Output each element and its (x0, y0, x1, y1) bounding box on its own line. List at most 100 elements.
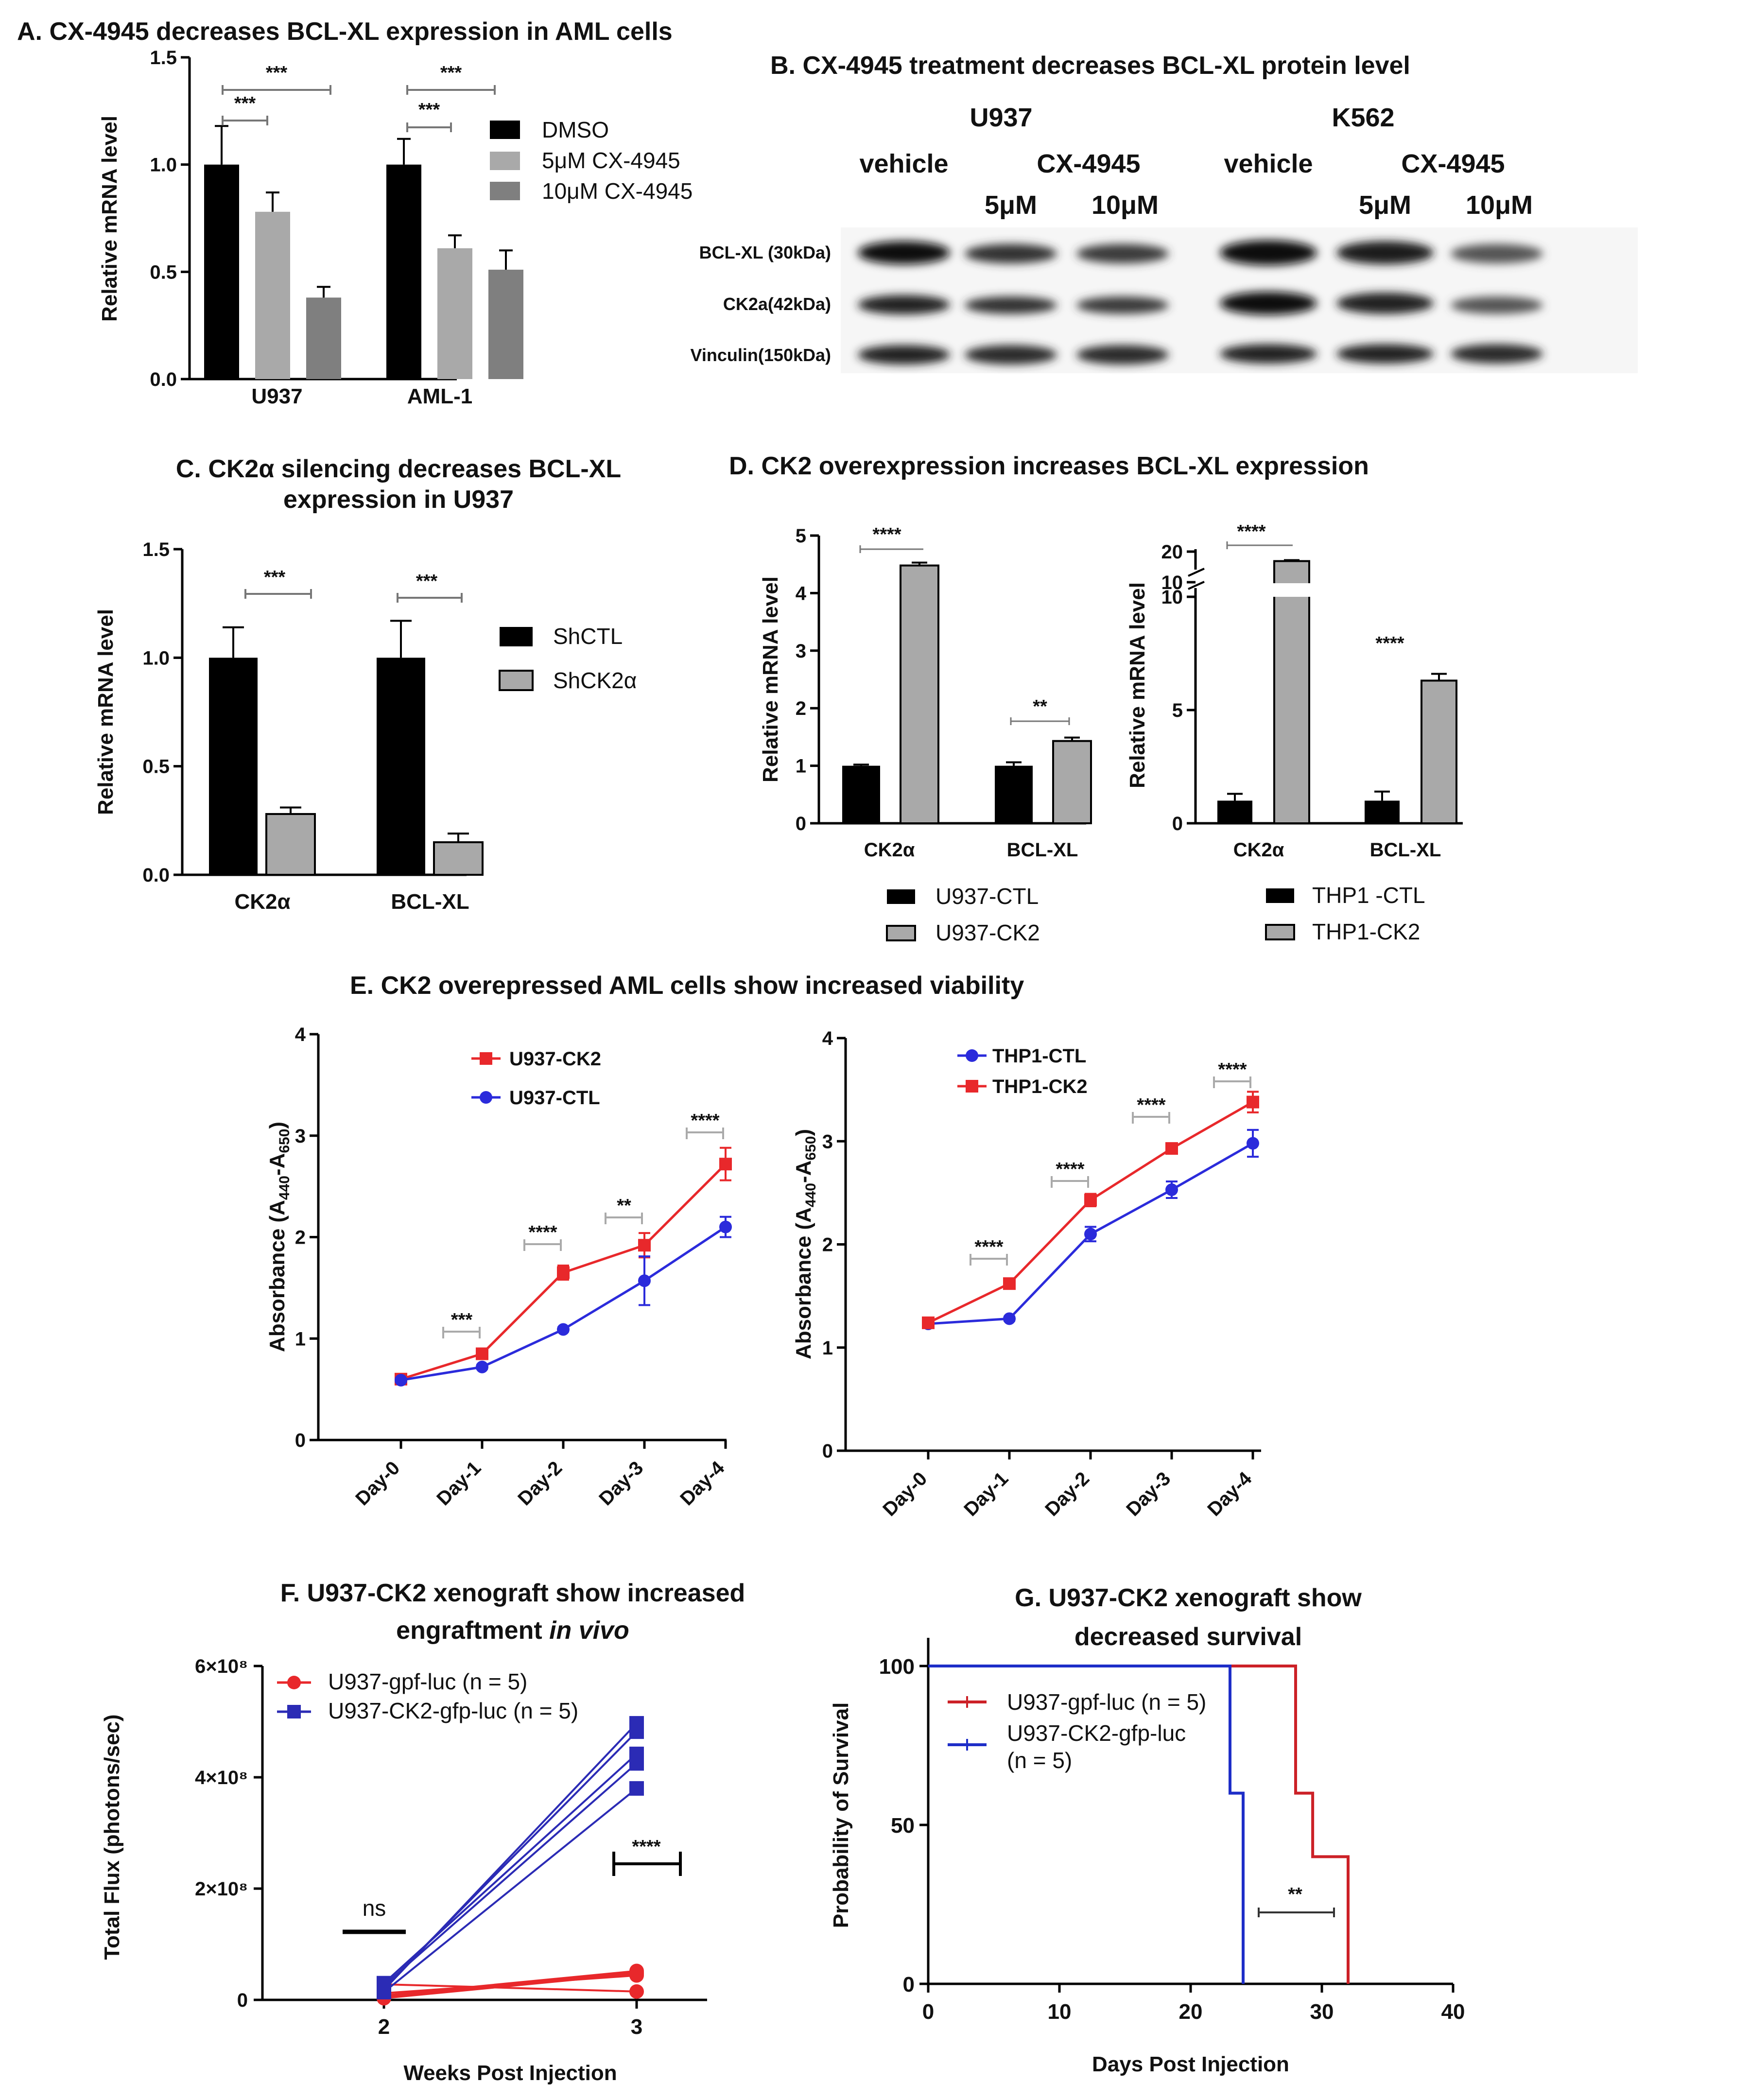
panel-b-title: B. CX-4945 treatment decreases BCL-XL pr… (770, 52, 1410, 80)
panel-e1-sig: **** (691, 1111, 719, 1131)
panel-e1-legend-ctl: U937-CTL (509, 1087, 600, 1109)
panel-c-bar (265, 813, 316, 876)
wb-dose-2: 10μM (1092, 191, 1159, 220)
panel-g-title-1: G. U937-CK2 xenograft show (1015, 1584, 1362, 1612)
panel-c-sig-2: *** (416, 571, 438, 591)
wb-treatment-vehicle-1: vehicle (859, 149, 948, 178)
panel-c-sig-1: *** (264, 567, 286, 588)
panel-d1-bar (1052, 740, 1092, 824)
panel-a-ytick: 0.5 (150, 261, 177, 283)
panel-e2-sig: **** (974, 1237, 1003, 1257)
panel-d1-sig-2: ** (1033, 696, 1047, 717)
panel-g-ytick: 0 (903, 1973, 915, 1996)
panel-d1-ylabel: Relative mRNA level (759, 576, 782, 782)
panel-c-legend-shck2a: ShCK2α (553, 668, 637, 693)
panel-e1-ylabel: Absorbance (A440-A650) (265, 1122, 293, 1352)
panel-e1-point (719, 1158, 732, 1171)
panel-e2-ytick: 0 (822, 1440, 833, 1462)
panel-d2-sig-2: **** (1375, 633, 1404, 654)
panel-d: D. CK2 overexpression increases BCL-XL e… (729, 452, 1463, 945)
panel-a-title: A. CX-4945 decreases BCL-XL expression i… (17, 17, 673, 46)
panel-g-title-2: decreased survival (1074, 1623, 1302, 1651)
panel-g-series-line (928, 1665, 1350, 1984)
panel-a-cat-u937: U937 (251, 384, 302, 408)
panel-d1-bar (900, 564, 939, 824)
panel-c: C. CK2α silencing decreases BCL-XL expre… (94, 455, 637, 914)
panel-a-bar (488, 269, 523, 379)
panel-e2-point (1003, 1277, 1016, 1290)
panel-a-sig-3: *** (418, 100, 440, 120)
wb-blot-image (841, 227, 1638, 373)
panel-e2-ylabel: Absorbance (A440-A650) (792, 1129, 819, 1359)
panel-a-ytick: 1.0 (150, 155, 177, 176)
panel-e-title: E. CK2 overepressed AML cells show incre… (350, 972, 1024, 1000)
panel-d1-sig-1: **** (872, 524, 901, 545)
panel-d1-ytick: 4 (796, 583, 807, 604)
panel-g-legend-ck2: U937-CK2-gfp-luc (1007, 1720, 1186, 1746)
panel-a-legend-swatch-dmso (490, 121, 520, 139)
panel-e2-xtick: Day-3 (1122, 1468, 1175, 1520)
panel-f-legend: U937-gpf-luc (n = 5) U937-CK2-gfp-luc (n… (277, 1669, 578, 1723)
panel-f-point (629, 1724, 644, 1739)
panel-f-sig-ns: ns (363, 1895, 386, 1921)
panel-a-legend-dmso: DMSO (542, 117, 609, 142)
panel-g-xtick: 10 (1048, 2000, 1072, 2024)
panel-e2-xtick: Day-4 (1203, 1468, 1256, 1521)
panel-f-point (629, 1984, 644, 1999)
panel-d1-ytick: 2 (796, 698, 806, 719)
panel-e2-xtick: Day-0 (879, 1468, 931, 1520)
panel-g-ytick: 50 (891, 1814, 915, 1838)
panel-d2-bar (1273, 560, 1310, 824)
panel-g-ytick: 100 (879, 1655, 915, 1679)
panel-e2-ytick: 3 (822, 1131, 833, 1152)
panel-e1-sig: **** (528, 1222, 557, 1243)
panel-f-series-line (383, 1973, 637, 1999)
panel-f-ytick: 2×10⁸ (195, 1878, 248, 1900)
panel-e1-ytick: 1 (295, 1328, 306, 1350)
panel-d2-ytick: 10 (1161, 572, 1183, 593)
panel-e2-legend-ck2: THP1-CK2 (992, 1076, 1088, 1097)
panel-f-ytick: 4×10⁸ (195, 1767, 248, 1788)
panel-g-series-line (928, 1665, 1245, 1984)
panel-e1-point (719, 1220, 732, 1233)
wb-treatment-vehicle-2: vehicle (1224, 149, 1313, 178)
panel-e2-point (1084, 1194, 1097, 1207)
panel-e1-point (395, 1373, 407, 1387)
panel-a-legend-5um: 5μM CX-4945 (542, 148, 680, 173)
panel-a: A. CX-4945 decreases BCL-XL expression i… (17, 17, 693, 408)
panel-e2-sig: **** (1056, 1159, 1084, 1180)
wb-row-bclxl: BCL-XL (30kDa) (699, 243, 831, 262)
panel-e1-point (638, 1274, 651, 1287)
panel-c-bar (209, 658, 258, 875)
panel-c-bar (433, 841, 484, 876)
panel-d2-cat-bclxl: BCL-XL (1370, 839, 1441, 861)
panel-a-ylabel: Relative mRNA level (98, 116, 121, 322)
panel-d2-legend-swatch-ck2 (1265, 924, 1295, 940)
panel-e2-legend-ctl: THP1-CTL (992, 1045, 1086, 1067)
panel-a-ytick: 0.0 (150, 369, 177, 390)
panel-e2-point (1247, 1137, 1259, 1150)
panel-e: E. CK2 overepressed AML cells show incre… (265, 972, 1261, 1520)
panel-e2-point (1084, 1228, 1097, 1241)
panel-b: B. CX-4945 treatment decreases BCL-XL pr… (691, 52, 1638, 373)
panel-d2-legend-swatch-ctl (1266, 888, 1294, 903)
panel-e1-point (557, 1323, 570, 1336)
panel-f-title-1: F. U937-CK2 xenograft show increased (280, 1579, 745, 1607)
panel-e2-point (1247, 1095, 1259, 1109)
panel-e1-sig: *** (451, 1310, 473, 1330)
wb-treatment-cx-1: CX-4945 (1037, 149, 1140, 178)
panel-d2-legend-ck2: THP1-CK2 (1312, 919, 1420, 944)
wb-row-ck2a: CK2a(42kDa) (723, 294, 831, 314)
panel-e1-xtick: Day-1 (433, 1457, 485, 1510)
panel-c-ytick: 0.0 (142, 865, 170, 886)
panel-a-sig-1: *** (234, 93, 256, 114)
panel-g-xtick: 40 (1441, 2000, 1465, 2024)
panel-d2-bar (1421, 679, 1457, 825)
panel-e1-xtick: Day-2 (514, 1457, 566, 1510)
panel-e1-series-line (400, 1226, 727, 1382)
panel-d1-ytick: 3 (796, 641, 806, 662)
panel-a-legend-swatch-5um (490, 152, 520, 170)
panel-g-legend-ck2-n: (n = 5) (1007, 1748, 1072, 1773)
wb-treatment-cx-2: CX-4945 (1401, 149, 1505, 178)
